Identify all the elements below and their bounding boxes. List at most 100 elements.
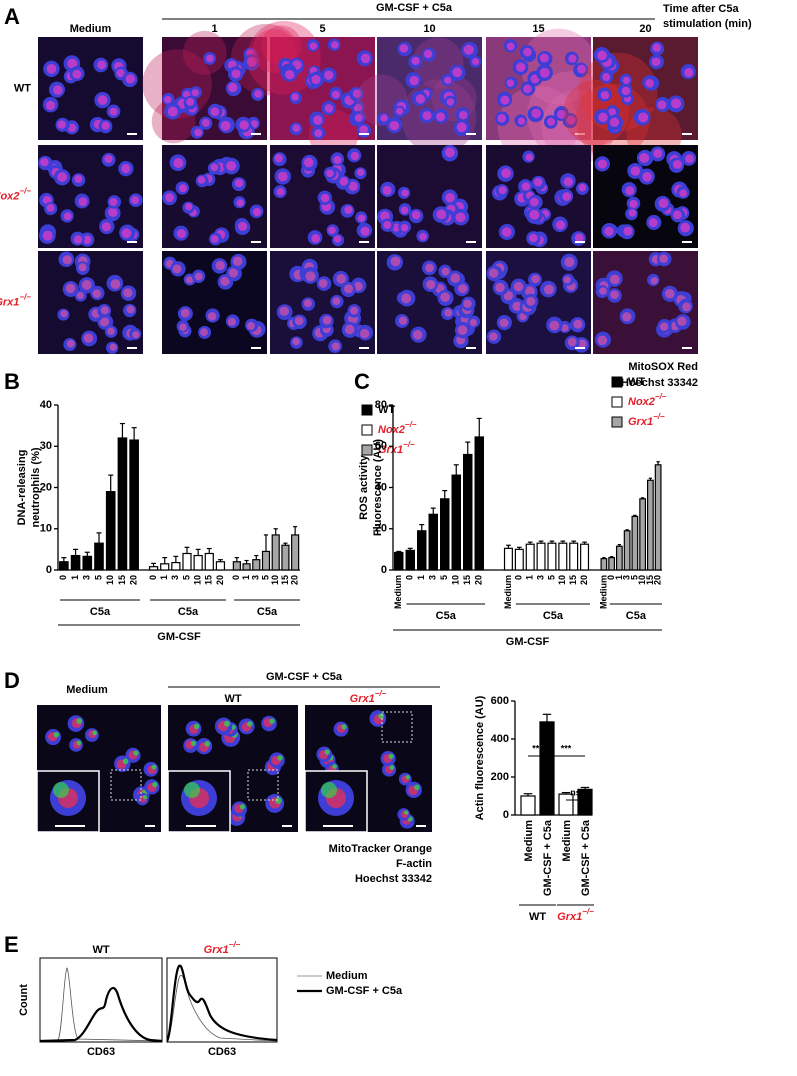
stimulated-curve bbox=[167, 964, 277, 1042]
actin-signal bbox=[404, 810, 409, 815]
cell-signal bbox=[597, 50, 607, 61]
label-text: Grx1 bbox=[204, 944, 229, 956]
cell-signal bbox=[610, 290, 619, 300]
legend-swatch bbox=[611, 376, 623, 388]
legend-swatch bbox=[611, 416, 623, 428]
cell-signal bbox=[455, 212, 466, 223]
bracket-label: C5a bbox=[257, 606, 278, 618]
actin-signal bbox=[193, 723, 200, 730]
cell-signal bbox=[101, 121, 110, 130]
cell-signal bbox=[303, 299, 312, 308]
label-text: Nox2 bbox=[378, 424, 405, 436]
cell-signal bbox=[515, 62, 526, 72]
actin-signal bbox=[204, 740, 211, 747]
cell-signal bbox=[125, 74, 135, 84]
label-text: WT bbox=[628, 376, 645, 388]
cell-signal bbox=[210, 107, 220, 117]
cell-signal bbox=[400, 206, 409, 215]
actin-signal bbox=[269, 718, 275, 724]
column-label: 5 bbox=[319, 23, 325, 35]
cell-signal bbox=[178, 184, 187, 193]
bar bbox=[291, 534, 300, 571]
stain-label: Hoechst 33342 bbox=[355, 873, 432, 885]
x-tick-label: 1 bbox=[614, 575, 624, 580]
label-text: Medium bbox=[66, 684, 108, 696]
cell-signal bbox=[309, 42, 318, 50]
stain-label: F-actin bbox=[396, 858, 432, 870]
cell-signal bbox=[389, 120, 400, 131]
cell-signal bbox=[650, 277, 658, 285]
stain-label: MitoSOX Red bbox=[628, 361, 698, 373]
actin-signal bbox=[122, 758, 129, 765]
cell-signal bbox=[517, 117, 526, 125]
x-tick-label: 3 bbox=[535, 575, 545, 580]
bar bbox=[105, 491, 116, 571]
y-tick-label: 200 bbox=[491, 771, 509, 783]
cell-signal bbox=[344, 324, 355, 335]
column-label: 15 bbox=[532, 23, 544, 35]
cell-signal bbox=[395, 107, 404, 115]
legend-label: WT bbox=[378, 404, 395, 416]
legend-label: Nox2−/− bbox=[628, 392, 667, 408]
label-superscript: −/− bbox=[405, 420, 417, 429]
histogram-frame bbox=[166, 957, 278, 1043]
bar bbox=[525, 543, 535, 571]
cell-signal bbox=[46, 204, 55, 212]
cell-signal bbox=[67, 123, 77, 133]
cell-signal bbox=[62, 255, 72, 265]
cell-signal bbox=[513, 281, 524, 292]
x-tick-label: 1 bbox=[159, 575, 169, 580]
cell-signal bbox=[672, 159, 682, 169]
cell-signal bbox=[419, 232, 427, 241]
cell-signal bbox=[682, 302, 691, 312]
bar bbox=[59, 561, 69, 571]
bar bbox=[615, 545, 623, 571]
legend-label: Grx1−/− bbox=[628, 412, 665, 428]
zoom-box bbox=[381, 711, 413, 743]
legend-label: GM-CSF + C5a bbox=[326, 985, 403, 997]
cell-signal bbox=[210, 163, 219, 172]
time-label: Time after C5a bbox=[663, 3, 739, 15]
x-tick-label: 20 bbox=[215, 575, 225, 585]
cell-signal bbox=[444, 76, 452, 85]
y-axis-label: ROS activity bbox=[358, 454, 370, 520]
x-tick-label: 0 bbox=[231, 575, 241, 580]
bar bbox=[547, 542, 557, 571]
cell-signal bbox=[679, 189, 688, 198]
y-tick-label: 0 bbox=[46, 564, 52, 576]
x-tick-label: 1 bbox=[70, 575, 80, 580]
axis-label: CD63 bbox=[87, 1046, 115, 1058]
row-label: WT bbox=[14, 82, 31, 94]
x-tick-label: 5 bbox=[260, 575, 270, 580]
cell-signal bbox=[42, 230, 53, 241]
y-axis-label: neutrophils (%) bbox=[30, 447, 42, 527]
cell-signal bbox=[625, 186, 635, 196]
actin-signal bbox=[277, 755, 283, 761]
cell-signal bbox=[311, 74, 321, 85]
x-tick-label: 5 bbox=[181, 575, 191, 580]
cell-signal bbox=[390, 256, 401, 267]
cell-signal bbox=[446, 98, 455, 106]
cell-signal bbox=[456, 122, 467, 133]
cell-signal bbox=[623, 226, 633, 236]
cell-signal bbox=[215, 260, 225, 271]
cell-signal bbox=[207, 312, 217, 321]
legend-label: WT bbox=[628, 376, 645, 388]
cell-signal bbox=[276, 187, 285, 196]
cell-signal bbox=[602, 73, 611, 82]
bar bbox=[417, 530, 427, 571]
cell-signal bbox=[97, 95, 108, 106]
bar bbox=[514, 548, 524, 571]
cell-signal bbox=[530, 74, 540, 84]
bar bbox=[394, 551, 404, 571]
cell-signal bbox=[383, 220, 392, 229]
x-tick-label: 10 bbox=[451, 575, 461, 585]
column-label: WT bbox=[224, 693, 241, 705]
bar bbox=[520, 795, 536, 816]
panel-label: A bbox=[4, 4, 20, 29]
row-label: Nox2−/− bbox=[0, 187, 31, 203]
cell-signal bbox=[220, 120, 231, 131]
label-superscript: −/− bbox=[655, 392, 667, 401]
cell-signal bbox=[305, 271, 316, 282]
bar bbox=[639, 498, 647, 571]
